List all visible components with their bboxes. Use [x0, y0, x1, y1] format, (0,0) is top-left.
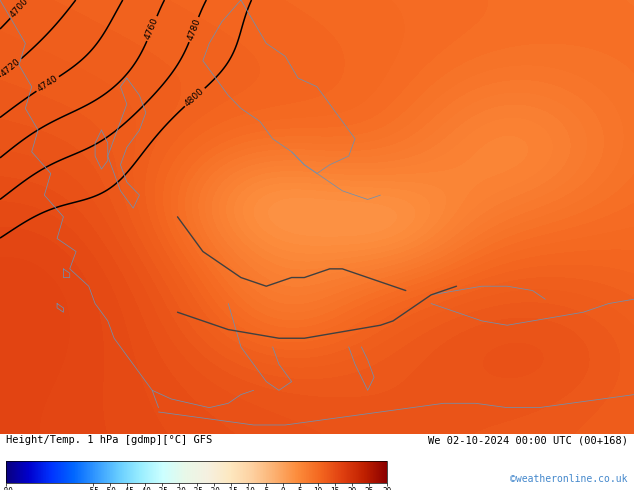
- Text: 4720: 4720: [0, 57, 23, 78]
- Text: 4780: 4780: [186, 17, 202, 42]
- Text: 4740: 4740: [36, 74, 60, 94]
- Text: ©weatheronline.co.uk: ©weatheronline.co.uk: [510, 474, 628, 484]
- Text: Height/Temp. 1 hPa [gdmp][°C] GFS: Height/Temp. 1 hPa [gdmp][°C] GFS: [6, 435, 212, 445]
- Text: 4760: 4760: [143, 16, 160, 41]
- Text: 4800: 4800: [183, 86, 206, 108]
- Text: 4700: 4700: [9, 0, 30, 20]
- Text: We 02-10-2024 00:00 UTC (00+168): We 02-10-2024 00:00 UTC (00+168): [428, 435, 628, 445]
